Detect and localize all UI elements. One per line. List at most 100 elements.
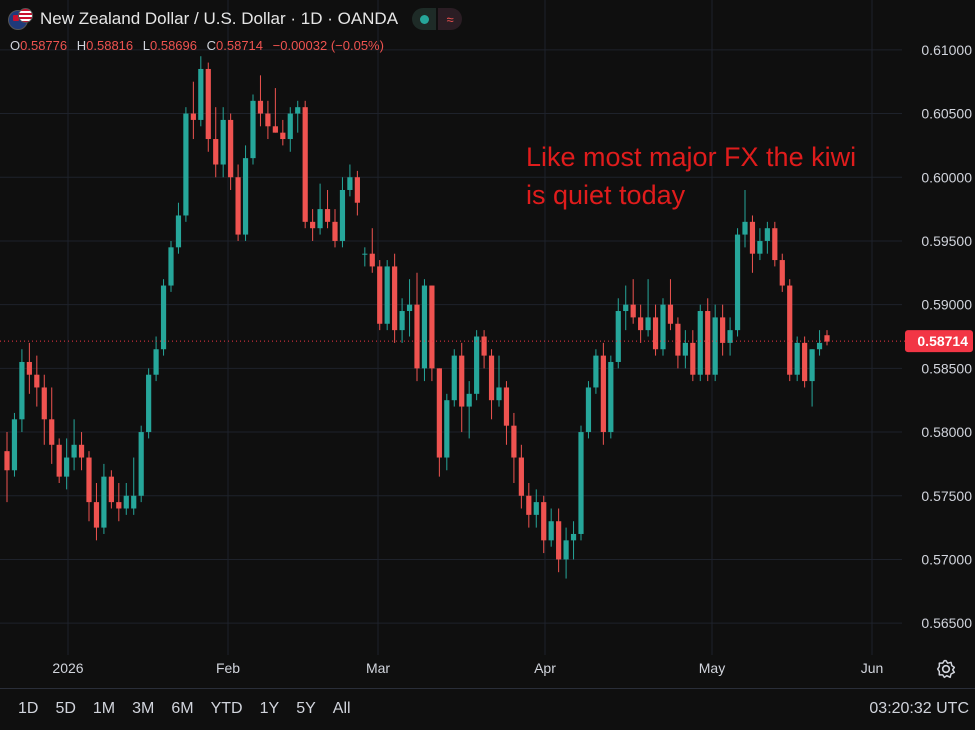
last-price-tag xyxy=(905,330,973,353)
range-6m[interactable]: 6M xyxy=(171,700,194,717)
y-tick-label: 0.57000 xyxy=(921,551,972,567)
candle-body xyxy=(131,495,137,509)
indicator-toggle[interactable]: ≈ xyxy=(412,8,463,30)
candle-body xyxy=(481,336,487,356)
candle-body xyxy=(511,425,517,458)
candle-body xyxy=(570,533,577,541)
candle-body xyxy=(332,221,338,241)
candle-body xyxy=(414,304,420,369)
candle-body xyxy=(190,113,196,120)
candle-body xyxy=(4,451,10,471)
candle-body xyxy=(734,234,741,331)
candle-body xyxy=(123,495,129,509)
candle-body xyxy=(608,361,614,433)
candle-body xyxy=(49,419,55,445)
utc-clock[interactable]: 03:20:32 UTC xyxy=(869,700,969,717)
close-value: 0.58714 xyxy=(216,38,264,53)
status-dot-icon[interactable] xyxy=(412,8,437,30)
candle-body xyxy=(466,393,472,407)
gear-icon[interactable] xyxy=(936,659,956,679)
candle-body xyxy=(503,387,510,426)
chart-header: New Zealand Dollar / U.S. Dollar · 1D · … xyxy=(8,6,463,32)
candle-body xyxy=(228,119,234,178)
chart-grid xyxy=(0,0,902,655)
range-1m[interactable]: 1M xyxy=(92,700,116,717)
candle-body xyxy=(615,311,621,362)
x-tick-label: Feb xyxy=(216,660,240,676)
range-5d[interactable]: 5D xyxy=(55,700,76,717)
candle-body xyxy=(541,502,547,541)
currency-flag-icon xyxy=(8,8,34,30)
symbol-title[interactable]: New Zealand Dollar / U.S. Dollar · 1D · … xyxy=(40,9,399,28)
range-ytd[interactable]: YTD xyxy=(210,700,243,717)
last-price-marker: 0.58714 xyxy=(0,330,973,353)
candle-body xyxy=(362,253,368,255)
candle-body xyxy=(295,107,301,114)
range-3m[interactable]: 3M xyxy=(132,700,155,717)
candle-body xyxy=(638,317,644,331)
candle-body xyxy=(339,189,346,241)
candle-body xyxy=(41,387,47,420)
candle-body xyxy=(160,285,167,350)
candle-body xyxy=(667,304,674,324)
candle-body xyxy=(794,342,800,375)
candle-body xyxy=(705,311,711,375)
candle-body xyxy=(585,387,592,433)
candle-body xyxy=(727,330,733,343)
wave-icon[interactable]: ≈ xyxy=(438,8,463,30)
open-value: 0.58776 xyxy=(20,38,68,53)
candle-body xyxy=(548,521,554,541)
candle-body xyxy=(749,221,756,254)
candle-body xyxy=(809,349,815,382)
candle-body xyxy=(250,100,256,159)
range-1d[interactable]: 1D xyxy=(18,700,39,717)
candle-body xyxy=(474,336,480,394)
change-value: −0.00032 (−0.05%) xyxy=(272,38,384,53)
candle-body xyxy=(444,400,450,458)
candle-body xyxy=(19,361,25,420)
candle-body xyxy=(600,355,606,433)
candle-body xyxy=(824,335,830,342)
candle-body xyxy=(816,342,823,350)
candle-body xyxy=(630,304,636,318)
candle-body xyxy=(101,476,107,528)
low-key: L xyxy=(142,38,150,53)
range-all[interactable]: All xyxy=(332,700,351,717)
candle-body xyxy=(168,247,174,286)
candle-body xyxy=(578,432,584,534)
candle-body xyxy=(205,68,211,140)
candle-body xyxy=(198,68,204,120)
y-tick-label: 0.61000 xyxy=(921,42,972,58)
candle-body xyxy=(377,266,383,324)
toolbar-divider xyxy=(0,688,975,689)
y-tick-label: 0.58000 xyxy=(921,424,972,440)
ohlc-legend: O0.58776 H0.58816 L0.58696 C0.58714 −0.0… xyxy=(10,38,390,53)
price-chart[interactable]: 0.56500 0.57000 0.57500 0.58000 0.58500 0.590… xyxy=(0,0,975,690)
range-selector: 1D 5D 1M 3M 6M YTD 1Y 5Y All xyxy=(18,700,368,718)
candle-body xyxy=(26,361,32,375)
candle-body xyxy=(11,419,18,471)
candle-body xyxy=(533,502,539,515)
x-tick-label: Mar xyxy=(366,660,390,676)
candle-body xyxy=(78,444,85,458)
range-5y[interactable]: 5Y xyxy=(296,700,316,717)
candle-body xyxy=(287,113,293,140)
candle-body xyxy=(720,317,726,343)
candle-body xyxy=(242,158,249,235)
candle-body xyxy=(183,113,189,216)
x-tick-label: 2026 xyxy=(52,660,83,676)
y-tick-label: 0.58500 xyxy=(921,360,972,376)
candle-body xyxy=(71,444,77,458)
candle-body xyxy=(153,349,159,375)
candle-body xyxy=(392,266,398,331)
y-tick-label: 0.56500 xyxy=(921,615,972,631)
candle-body xyxy=(593,355,599,388)
y-tick-label: 0.59500 xyxy=(921,233,972,249)
range-1y[interactable]: 1Y xyxy=(259,700,280,717)
x-tick-label: Apr xyxy=(534,660,556,676)
candle-body xyxy=(660,304,666,350)
candle-body xyxy=(347,177,353,190)
candle-body xyxy=(652,317,659,350)
candle-body xyxy=(518,457,524,496)
candle-body xyxy=(399,311,405,331)
